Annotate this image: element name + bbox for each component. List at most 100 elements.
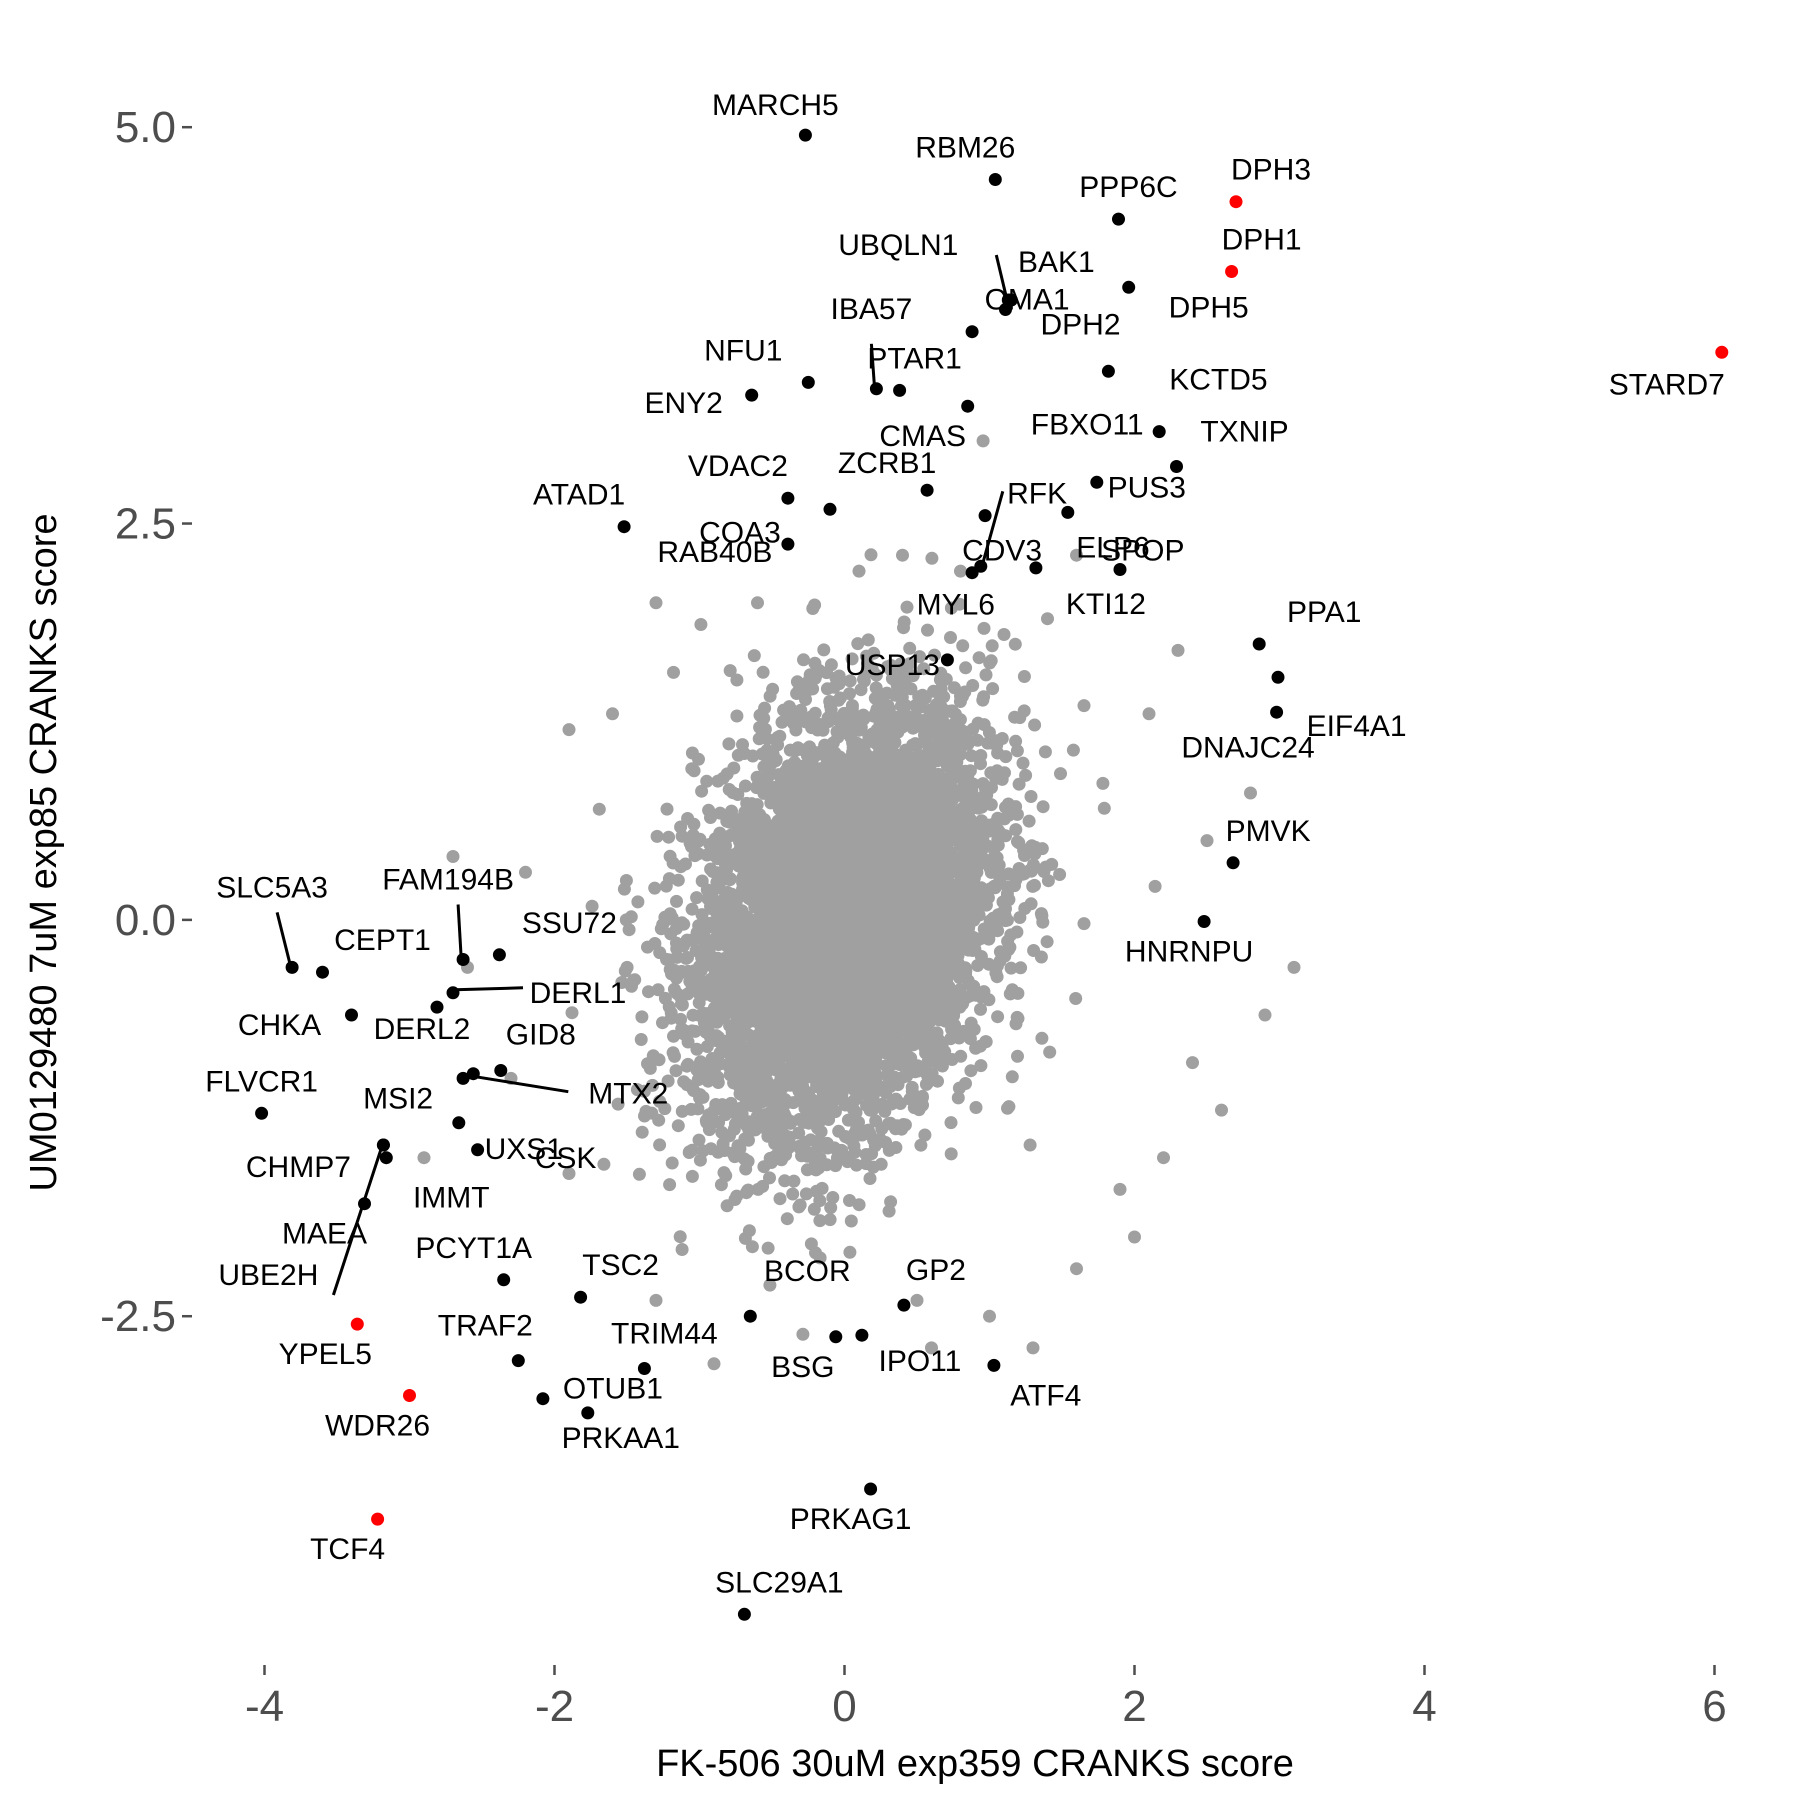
background-point xyxy=(730,709,744,723)
background-point xyxy=(847,1139,861,1153)
background-point xyxy=(730,1189,744,1203)
background-point xyxy=(918,1128,932,1142)
background-point xyxy=(859,1148,873,1161)
background-point xyxy=(799,693,812,706)
background-point xyxy=(948,1018,961,1032)
background-point xyxy=(761,1241,775,1255)
background-point xyxy=(1077,917,1091,931)
background-point xyxy=(642,985,655,999)
background-point xyxy=(829,1159,842,1173)
background-point xyxy=(686,1008,700,1022)
background-point xyxy=(693,832,707,846)
background-point xyxy=(796,1327,810,1341)
background-point xyxy=(952,1081,966,1095)
background-point xyxy=(1023,1138,1037,1152)
background-point xyxy=(692,1133,706,1147)
background-point xyxy=(585,899,599,913)
background-point xyxy=(632,1167,646,1181)
background-point xyxy=(877,688,891,702)
background-point xyxy=(1026,879,1040,893)
background-point xyxy=(823,1213,837,1227)
background-point xyxy=(722,737,736,751)
background-point xyxy=(964,1064,978,1078)
background-point xyxy=(683,1145,696,1159)
background-point xyxy=(675,829,689,843)
background-point xyxy=(690,1042,704,1056)
background-point xyxy=(1013,711,1027,725)
background-point xyxy=(690,891,704,905)
background-point xyxy=(1002,1100,1016,1114)
background-point xyxy=(824,1201,838,1215)
background-point xyxy=(648,881,662,895)
background-point xyxy=(656,1016,669,1030)
background-point xyxy=(631,895,645,909)
background-point xyxy=(650,829,664,843)
background-point xyxy=(731,748,745,762)
background-point xyxy=(597,1157,611,1171)
background-point xyxy=(912,690,926,704)
background-point xyxy=(1016,756,1030,770)
background-point xyxy=(1004,961,1018,975)
background-point xyxy=(652,1053,666,1067)
background-point xyxy=(1096,776,1110,790)
background-point xyxy=(954,1049,968,1063)
background-point xyxy=(843,687,856,701)
background-point xyxy=(913,650,927,664)
background-point xyxy=(925,551,939,565)
background-point xyxy=(1024,790,1038,803)
background-point xyxy=(1003,987,1017,1001)
background-point xyxy=(736,738,749,752)
background-point xyxy=(947,681,961,695)
background-point xyxy=(856,708,870,722)
background-point xyxy=(882,1204,896,1218)
background-point xyxy=(1017,670,1031,683)
background-point xyxy=(738,779,752,793)
background-point xyxy=(681,812,695,825)
background-point xyxy=(786,1187,800,1201)
background-point xyxy=(998,812,1011,826)
background-point xyxy=(761,1129,775,1143)
background-point xyxy=(956,689,969,703)
background-point xyxy=(1043,1045,1057,1059)
background-point xyxy=(700,774,714,788)
background-point xyxy=(669,1064,683,1078)
background-point xyxy=(685,902,699,916)
background-point xyxy=(1035,1031,1049,1045)
background-point xyxy=(900,748,914,762)
background-point xyxy=(797,653,810,667)
background-point xyxy=(974,1002,987,1016)
background-point xyxy=(1035,909,1049,923)
background-point xyxy=(906,669,920,683)
background-point xyxy=(983,656,997,670)
background-point xyxy=(884,658,898,672)
background-point xyxy=(681,1057,695,1071)
background-point xyxy=(969,1101,983,1114)
background-point xyxy=(780,1212,794,1226)
background-point xyxy=(692,996,706,1010)
background-point xyxy=(622,923,636,937)
background-point xyxy=(1097,801,1111,815)
background-point xyxy=(720,767,734,781)
background-point xyxy=(804,710,818,724)
background-point xyxy=(704,891,718,905)
background-point xyxy=(972,651,986,665)
background-point xyxy=(864,548,878,562)
background-point xyxy=(728,1150,742,1164)
background-point xyxy=(844,1214,858,1228)
background-point xyxy=(565,1006,579,1020)
background-point xyxy=(675,1243,689,1256)
background-point xyxy=(897,615,911,629)
background-point xyxy=(986,682,1000,696)
background-point xyxy=(1148,879,1162,893)
background-point xyxy=(808,598,822,612)
background-point xyxy=(985,781,998,794)
background-point xyxy=(685,1169,699,1183)
background-point xyxy=(760,732,774,746)
background-point xyxy=(900,600,914,614)
background-point xyxy=(956,639,970,653)
background-point xyxy=(966,722,980,736)
background-points xyxy=(417,434,1301,1371)
background-point xyxy=(817,643,831,657)
